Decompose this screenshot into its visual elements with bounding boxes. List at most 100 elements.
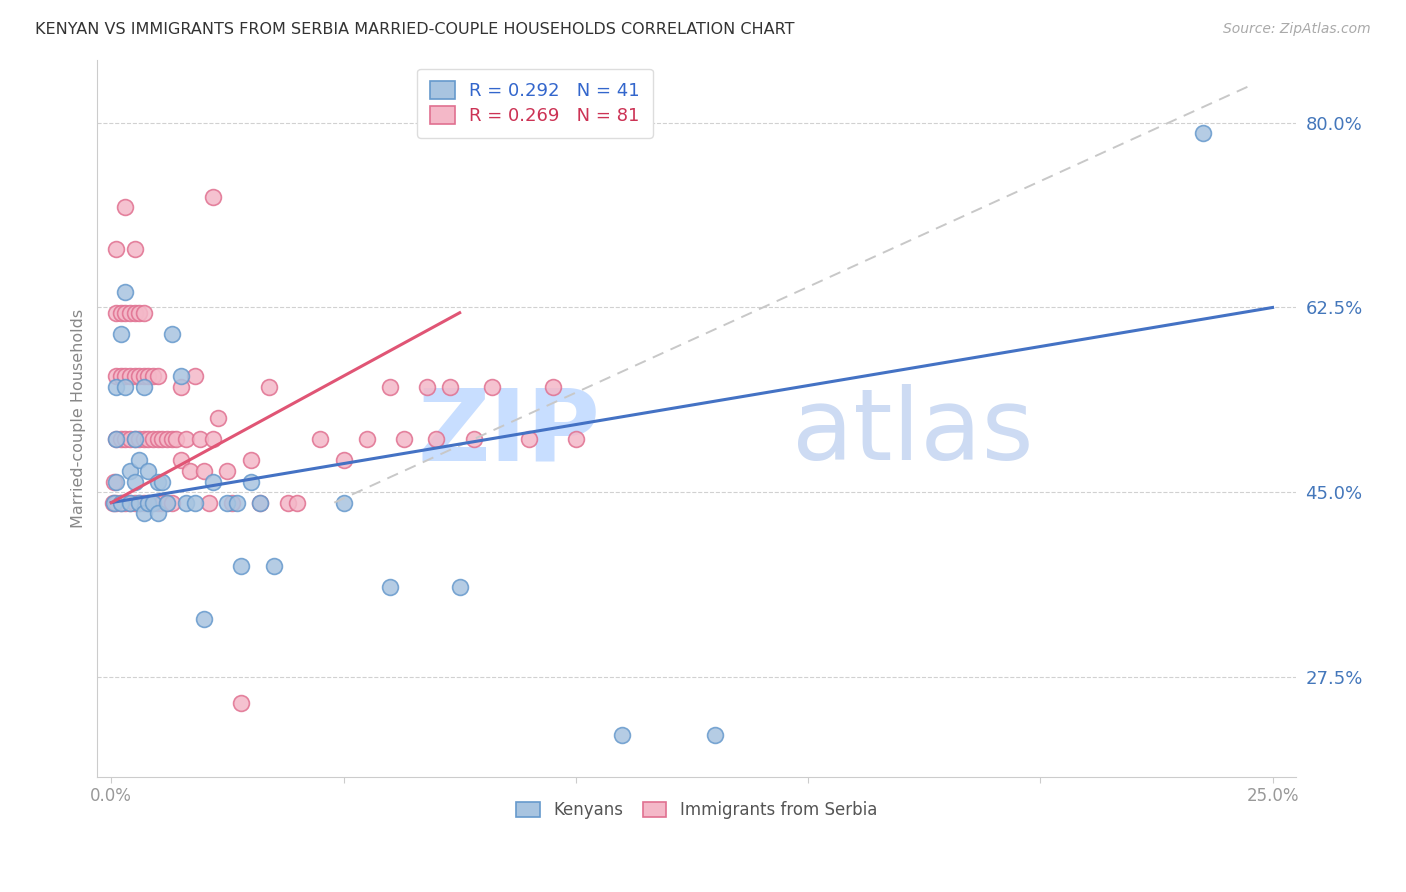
Point — [198, 495, 221, 509]
Point — [138, 464, 160, 478]
Point — [378, 580, 401, 594]
Point — [124, 433, 146, 447]
Point — [356, 433, 378, 447]
Point — [124, 306, 146, 320]
Point — [174, 433, 197, 447]
Point — [150, 433, 173, 447]
Point — [118, 433, 141, 447]
Point — [104, 433, 127, 447]
Point — [146, 495, 169, 509]
Point — [118, 495, 141, 509]
Point — [132, 506, 155, 520]
Text: atlas: atlas — [793, 384, 1033, 481]
Point — [142, 433, 165, 447]
Point — [231, 558, 253, 573]
Point — [277, 495, 299, 509]
Point — [202, 190, 225, 204]
Point — [114, 495, 136, 509]
Point — [104, 495, 127, 509]
Point — [101, 495, 124, 509]
Point — [425, 433, 447, 447]
Point — [104, 433, 127, 447]
Point — [188, 433, 211, 447]
Point — [239, 475, 262, 489]
Point — [128, 495, 150, 509]
Point — [132, 495, 155, 509]
Point — [146, 369, 169, 384]
Point — [257, 379, 280, 393]
Point — [439, 379, 461, 393]
Point — [104, 369, 127, 384]
Point — [104, 306, 127, 320]
Text: Source: ZipAtlas.com: Source: ZipAtlas.com — [1223, 22, 1371, 37]
Point — [517, 433, 540, 447]
Point — [146, 506, 169, 520]
Point — [138, 369, 160, 384]
Point — [217, 464, 239, 478]
Point — [146, 433, 169, 447]
Point — [170, 453, 193, 467]
Point — [170, 369, 193, 384]
Point — [249, 495, 271, 509]
Point — [565, 433, 588, 447]
Point — [114, 200, 136, 214]
Point — [103, 475, 125, 489]
Point — [114, 433, 136, 447]
Point — [239, 453, 262, 467]
Point — [263, 558, 285, 573]
Point — [110, 495, 132, 509]
Point — [118, 306, 141, 320]
Text: ZIP: ZIP — [418, 384, 600, 481]
Point — [142, 369, 165, 384]
Point — [202, 475, 225, 489]
Point — [128, 453, 150, 467]
Point — [132, 306, 155, 320]
Point — [225, 495, 247, 509]
Point — [110, 369, 132, 384]
Point — [124, 433, 146, 447]
Point — [249, 495, 271, 509]
Y-axis label: Married-couple Households: Married-couple Households — [72, 309, 86, 528]
Point — [179, 464, 201, 478]
Point — [104, 243, 127, 257]
Point — [124, 495, 146, 509]
Point — [160, 495, 183, 509]
Point — [170, 379, 193, 393]
Point — [114, 379, 136, 393]
Point — [103, 495, 125, 509]
Point — [541, 379, 564, 393]
Point — [156, 495, 179, 509]
Point — [1192, 127, 1215, 141]
Point — [132, 379, 155, 393]
Point — [146, 475, 169, 489]
Point — [132, 369, 155, 384]
Legend: Kenyans, Immigrants from Serbia: Kenyans, Immigrants from Serbia — [509, 795, 883, 826]
Point — [104, 475, 127, 489]
Point — [156, 433, 179, 447]
Point — [156, 495, 179, 509]
Point — [132, 433, 155, 447]
Point — [463, 433, 485, 447]
Point — [217, 495, 239, 509]
Point — [221, 495, 243, 509]
Point — [378, 379, 401, 393]
Point — [128, 433, 150, 447]
Point — [138, 495, 160, 509]
Point — [114, 306, 136, 320]
Point — [202, 433, 225, 447]
Point — [128, 495, 150, 509]
Point — [124, 369, 146, 384]
Point — [124, 243, 146, 257]
Point — [231, 696, 253, 710]
Point — [184, 369, 207, 384]
Point — [612, 728, 634, 742]
Point — [165, 433, 187, 447]
Point — [118, 464, 141, 478]
Point — [174, 495, 197, 509]
Point — [160, 433, 183, 447]
Point — [150, 495, 173, 509]
Point — [309, 433, 332, 447]
Point — [142, 495, 165, 509]
Point — [114, 369, 136, 384]
Point — [104, 379, 127, 393]
